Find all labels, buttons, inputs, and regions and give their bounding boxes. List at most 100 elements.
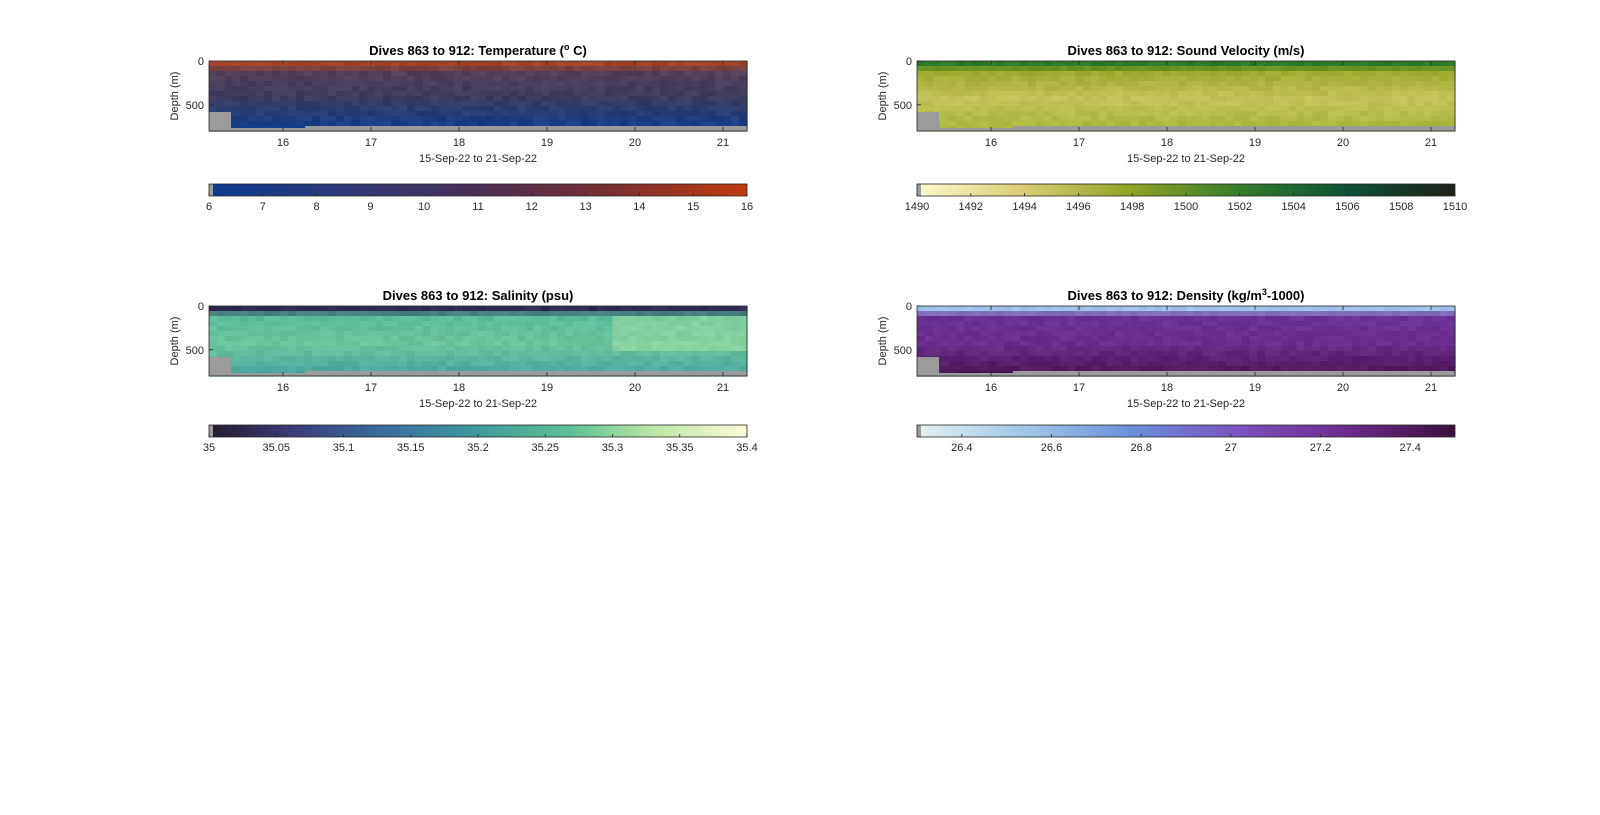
temperature-cell <box>311 111 321 117</box>
temperature-cell <box>707 81 716 87</box>
sound-velocity-cell <box>1011 61 1021 67</box>
temperature-cell <box>454 76 463 82</box>
salinity-cell <box>659 346 669 352</box>
salinity-cell <box>580 366 590 372</box>
sound-velocity-cell <box>1059 61 1068 67</box>
sound-velocity-cell <box>1288 66 1298 72</box>
density-cell <box>1004 326 1013 332</box>
salinity-cell <box>699 361 709 367</box>
sound-velocity-heatmap <box>917 61 1456 132</box>
density-cell <box>1241 321 1250 327</box>
temperature-cell <box>604 66 614 72</box>
density-cell <box>1130 366 1140 372</box>
salinity-cell <box>438 316 447 322</box>
density-cell <box>1186 351 1195 357</box>
density-cell <box>1336 311 1345 317</box>
temperature-cell <box>256 81 265 87</box>
temperature-cell <box>272 66 281 72</box>
density-cell <box>1336 341 1345 347</box>
density-cell <box>1233 336 1242 342</box>
salinity-cell <box>644 341 653 347</box>
salinity-cell <box>462 316 471 322</box>
salinity-cell <box>659 306 669 312</box>
sound-velocity-cell <box>996 106 1005 112</box>
density-cell <box>1027 341 1037 347</box>
sound-velocity-cell <box>1217 116 1227 122</box>
density-cell <box>1106 331 1116 337</box>
salinity-cell <box>541 326 550 332</box>
temperature-cell <box>636 121 645 127</box>
temperature-cell <box>707 66 716 72</box>
density-cell <box>1201 331 1211 337</box>
density-cell <box>1391 336 1401 342</box>
salinity-cell <box>549 316 558 322</box>
density-cell <box>1122 341 1132 347</box>
density-cell <box>1328 321 1337 327</box>
density-cell <box>964 306 973 312</box>
salinity-cell <box>707 311 716 317</box>
sound-velocity-cell <box>1273 91 1282 97</box>
sound-velocity-cell <box>1091 91 1100 97</box>
temperature-cell <box>438 111 447 117</box>
temperature-cell <box>675 116 685 122</box>
density-cell <box>1336 326 1345 332</box>
sound-velocity-cell <box>980 71 989 77</box>
temperature-cell <box>367 111 376 117</box>
salinity-cell <box>739 366 748 372</box>
density-cell <box>1146 336 1155 342</box>
sound-velocity-cell <box>1431 76 1440 82</box>
salinity-cell <box>406 351 416 357</box>
density-cell <box>1035 351 1045 357</box>
temperature-cell <box>596 71 606 77</box>
density-cell <box>1193 361 1203 367</box>
temperature-cell <box>659 81 669 87</box>
density-cell <box>1170 316 1179 322</box>
salinity-cell <box>414 326 424 332</box>
temperature-cell <box>351 96 360 102</box>
sound-velocity-cell <box>1075 86 1084 92</box>
sound-velocity-cell <box>1367 121 1377 127</box>
temperature-cell <box>739 101 748 107</box>
salinity-cell <box>351 351 360 357</box>
temperature-cell <box>398 81 408 87</box>
density-cell <box>956 316 966 322</box>
sound-velocity-cell <box>1043 121 1053 127</box>
density-heatmap <box>917 306 1456 377</box>
temperature-cell <box>675 86 685 92</box>
density-cell <box>1249 326 1258 332</box>
density-cell <box>1122 351 1132 357</box>
sound-velocity-cell <box>988 86 997 92</box>
sound-velocity-cell <box>1296 116 1306 122</box>
sound-velocity-cell <box>1193 81 1203 87</box>
sound-velocity-cell <box>932 66 942 72</box>
temperature-cell <box>588 106 598 112</box>
salinity-cell <box>636 346 645 352</box>
temperature-cell <box>604 116 614 122</box>
sound-velocity-cell <box>1415 86 1424 92</box>
salinity-cell <box>517 336 527 342</box>
density-cell <box>980 341 989 347</box>
density-cell <box>964 321 973 327</box>
temperature-cell <box>517 76 527 82</box>
density-cell <box>1367 326 1377 332</box>
density-cell <box>1114 351 1124 357</box>
density-cell <box>956 356 966 362</box>
salinity-cell <box>256 316 265 322</box>
temperature-cell <box>628 101 637 107</box>
sound-velocity-cell <box>1098 101 1108 107</box>
temperature-cell <box>509 111 519 117</box>
density-cell <box>1178 326 1187 332</box>
temperature-cell <box>715 96 724 102</box>
salinity-cell <box>723 361 732 367</box>
temperature-x-tick-label: 21 <box>717 137 729 149</box>
density-cell <box>1447 321 1456 327</box>
temperature-cell <box>596 61 606 67</box>
temperature-cell <box>533 66 542 72</box>
sound-velocity-cell <box>1043 96 1053 102</box>
temperature-cell <box>390 96 400 102</box>
density-cell <box>1249 311 1258 317</box>
salinity-cell <box>628 306 637 312</box>
temperature-cell <box>367 116 376 122</box>
temperature-cell <box>351 76 360 82</box>
salinity-cell <box>636 341 645 347</box>
